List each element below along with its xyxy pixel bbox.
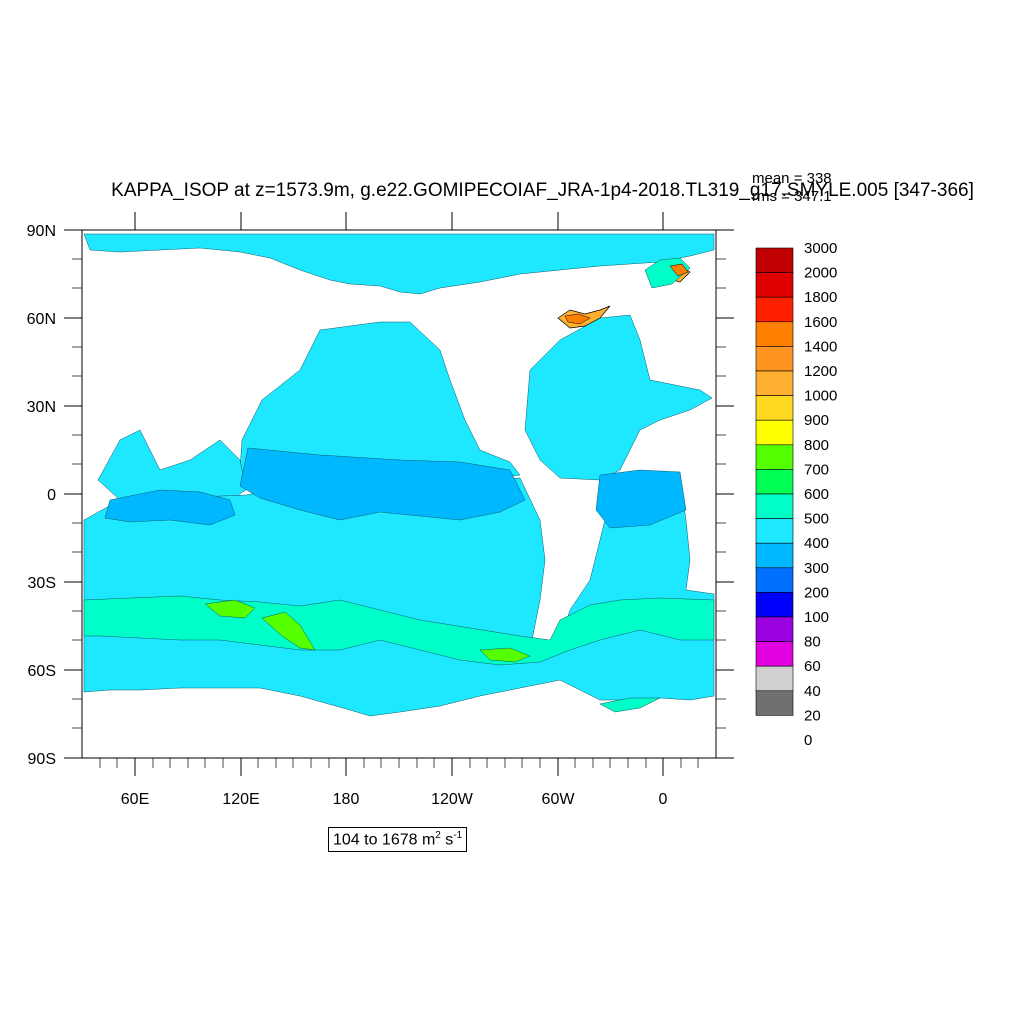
range-exp2: -1 [453, 830, 463, 841]
hotspot-labrador-core [564, 313, 591, 325]
colorbar-swatch [755, 395, 794, 421]
ocean-south-main [83, 477, 715, 717]
colorbar-label: 1600 [804, 314, 837, 331]
ocean-north-atlantic [524, 314, 713, 481]
colorbar-swatch [755, 272, 794, 298]
lat-label: 60N [27, 311, 56, 328]
colorbar-label: 700 [804, 461, 829, 478]
colorbar-label: 200 [804, 584, 829, 601]
colorbar-swatch [755, 296, 794, 323]
colorbar-swatch [755, 370, 794, 396]
colorbar-label: 40 [804, 683, 821, 700]
lon-label: 60W [542, 791, 576, 808]
lon-ticks [134, 212, 664, 776]
band-equatorial [239, 447, 526, 521]
lon-label: 180 [333, 791, 360, 808]
colorbar-label: 1800 [804, 289, 837, 306]
colorbar-swatch [755, 444, 794, 470]
lon-minor-ticks [99, 758, 699, 768]
hotspot-nordic-core [669, 263, 689, 277]
hotspot-tasman [261, 611, 316, 651]
mean-stat: mean = 338 [752, 170, 832, 187]
range-label: 104 to 1678 m2 s-1 [328, 827, 468, 853]
range-exp1: 2 [435, 830, 441, 841]
lon-label: 120W [431, 791, 474, 808]
colorbar-swatch [755, 321, 794, 347]
lon-label: 60E [121, 791, 149, 808]
rms-stat: rms = 347.1 [752, 188, 832, 205]
colorbar-label: 900 [804, 412, 829, 429]
lat-label: 90S [28, 751, 56, 768]
colorbar-label: 100 [804, 609, 829, 626]
colorbar-label: 1200 [804, 363, 837, 380]
map-title: KAPPA_ISOP at z=1573.9m, g.e22.GOMIPECOI… [111, 180, 974, 201]
colorbar-label: 2000 [804, 265, 837, 282]
lon-label: 0 [659, 791, 668, 808]
colorbar-swatch [755, 616, 794, 642]
colorbar: 3000200018001600140012001000900800700600… [755, 240, 837, 749]
colorbar-label: 80 [804, 634, 821, 651]
colorbar-swatch [755, 419, 794, 446]
lat-label: 60S [28, 663, 56, 680]
hotspot-antarctic [599, 697, 661, 713]
colorbar-label: 1400 [804, 338, 837, 355]
hotspot-south-of-australia [204, 599, 256, 619]
colorbar-swatch [755, 567, 794, 593]
colorbar-label: 400 [804, 535, 829, 552]
colorbar-label: 1000 [804, 388, 837, 405]
colorbar-label: 60 [804, 658, 821, 675]
lat-minor-ticks [72, 258, 726, 729]
colorbar-label: 500 [804, 511, 829, 528]
colorbar-label: 600 [804, 486, 829, 503]
lat-label: 30N [27, 399, 56, 416]
colorbar-swatch [755, 665, 794, 692]
range-mid: s [440, 831, 454, 849]
lon-label: 120E [222, 791, 259, 808]
lat-label: 0 [47, 487, 56, 504]
colorbar-swatch [755, 542, 794, 569]
band-indian [104, 489, 236, 526]
colorbar-label: 0 [804, 732, 812, 749]
colorbar-swatch [755, 690, 794, 716]
colorbar-label: 800 [804, 437, 829, 454]
band-atlantic-eq [595, 469, 687, 529]
hotspot-south-pacific [479, 647, 531, 663]
lat-label: 90N [27, 223, 56, 240]
colorbar-swatch [755, 641, 794, 667]
lat-ticks [64, 229, 734, 759]
colorbar-swatch [755, 518, 794, 544]
colorbar-label: 3000 [804, 240, 837, 257]
colorbar-swatch [755, 247, 794, 273]
range-prefix: 104 to 1678 m [333, 831, 436, 849]
colorbar-swatch [755, 592, 794, 618]
colorbar-swatch [755, 469, 794, 495]
lat-label: 30S [28, 575, 56, 592]
colorbar-swatch [755, 493, 794, 519]
colorbar-label: 20 [804, 707, 821, 724]
colorbar-label: 300 [804, 560, 829, 577]
colorbar-swatch [755, 346, 794, 372]
